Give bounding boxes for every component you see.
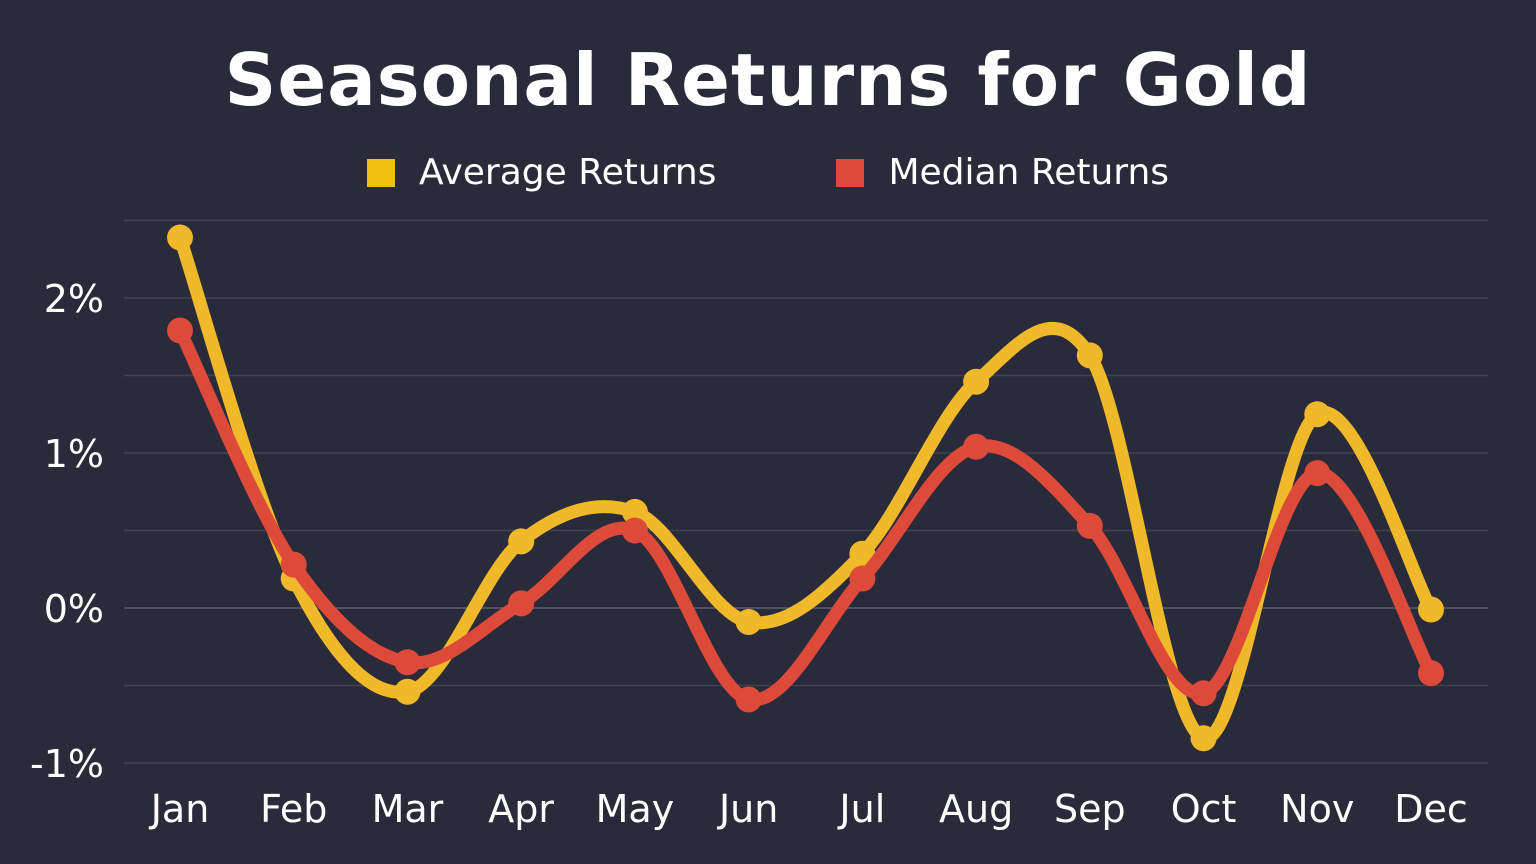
data-point-median [394, 649, 421, 676]
x-tick-label: Aug [939, 787, 1013, 831]
x-tick-label: Jul [837, 787, 885, 831]
legend-swatch-median [836, 158, 865, 187]
legend: Average Returns Median Returns [0, 152, 1536, 193]
data-point-median [1304, 460, 1331, 487]
series-line-median [173, 324, 1438, 707]
y-tick-label: 2% [44, 277, 104, 321]
y-tick-label: -1% [30, 742, 104, 786]
data-point-average [735, 608, 762, 635]
data-point-average [508, 528, 535, 555]
data-point-average [1418, 596, 1444, 623]
data-point-median [963, 433, 990, 460]
x-tick-label: Jan [149, 787, 210, 831]
x-tick-label: Sep [1054, 787, 1126, 831]
data-point-average [621, 498, 648, 525]
x-tick-label: Oct [1171, 787, 1237, 831]
data-point-average [963, 368, 990, 395]
data-point-average [1304, 401, 1331, 428]
data-point-median [167, 317, 193, 344]
legend-label-average: Average Returns [418, 152, 717, 193]
x-tick-label: Mar [372, 787, 444, 831]
data-point-median [621, 517, 648, 544]
data-point-median [280, 551, 307, 578]
data-point-average [1190, 725, 1217, 752]
legend-item-median: Median Returns [836, 152, 1169, 193]
data-point-median [849, 565, 876, 592]
chart-title: Seasonal Returns for Gold [224, 38, 1312, 122]
data-point-median [1190, 680, 1217, 707]
data-point-average [167, 224, 193, 251]
data-point-average [1076, 342, 1103, 369]
x-tick-label: Apr [488, 787, 554, 831]
y-tick-label: 1% [44, 432, 104, 476]
x-tick-label: Feb [260, 787, 327, 831]
legend-label-median: Median Returns [888, 152, 1170, 193]
x-tick-label: Nov [1280, 787, 1354, 831]
data-point-average [394, 678, 421, 705]
data-point-median [735, 686, 762, 713]
x-tick-label: Dec [1394, 787, 1468, 831]
x-tick-label: Jun [717, 787, 778, 831]
y-tick-label: 0% [44, 587, 104, 631]
data-point-average [849, 540, 876, 567]
data-point-median [508, 590, 535, 617]
data-point-median [1418, 660, 1444, 687]
x-tick-label: May [596, 787, 675, 831]
data-point-median [1076, 512, 1103, 539]
legend-swatch-average [366, 158, 395, 187]
legend-item-average: Average Returns [366, 152, 717, 193]
